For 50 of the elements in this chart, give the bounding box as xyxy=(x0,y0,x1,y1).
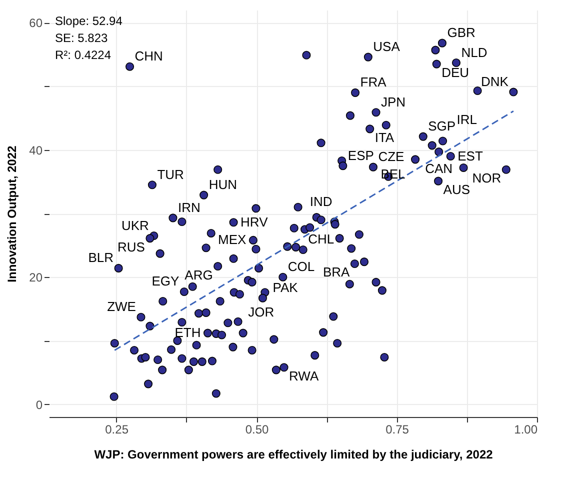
annotation: HRV xyxy=(240,214,268,230)
annotation: AUS xyxy=(443,182,470,198)
annotation: RWA xyxy=(289,368,319,384)
annotation: RUS xyxy=(118,239,146,254)
annotation: BLR xyxy=(88,250,114,266)
annotation: ETH xyxy=(174,325,201,340)
annotation: UKR xyxy=(121,218,149,233)
annotation: CZE xyxy=(378,149,405,164)
annotation: JOR xyxy=(248,304,274,320)
y-tick-label: 20 xyxy=(29,270,43,285)
annotation: IND xyxy=(310,194,332,209)
annotation: ESP xyxy=(348,148,374,163)
annotation: GBR xyxy=(447,25,476,40)
annotation: ITA xyxy=(374,130,394,145)
x-tick-label: 0.75 xyxy=(386,422,410,436)
annotation: CHL xyxy=(308,232,334,247)
x-tick-label: 0.50 xyxy=(245,422,270,436)
annotation: EST xyxy=(458,148,483,164)
annotation: COL xyxy=(288,259,315,274)
annotation: CHN xyxy=(134,48,163,64)
annotation: BEL xyxy=(380,166,406,182)
annotation: USA xyxy=(373,39,400,54)
annotation: BRA xyxy=(322,264,350,280)
annotation: PAK xyxy=(272,280,298,296)
annotation: NOR xyxy=(472,170,502,186)
annotation: ARG xyxy=(184,267,213,282)
annotation: DEU xyxy=(442,65,470,80)
annotation: SGP xyxy=(428,118,456,134)
annotation: JPN xyxy=(381,94,406,110)
annotation: ZWE xyxy=(107,299,136,314)
annotation: NLD xyxy=(461,44,488,60)
y-tick-label: 60 xyxy=(29,16,43,30)
annotation: FRA xyxy=(360,74,387,90)
y-axis-title: Innovation Output, 2022 xyxy=(5,145,20,282)
y-tick-label: 0 xyxy=(36,398,43,412)
annotation: R²: 0.4224 xyxy=(55,48,112,62)
annotation: IRN xyxy=(178,200,200,215)
annotation: SE: 5.823 xyxy=(55,31,108,45)
x-tick-label: 1.00 xyxy=(514,422,538,436)
annotation: HUN xyxy=(208,177,237,192)
annotation: IRL xyxy=(456,112,477,128)
x-tick-label: 0.25 xyxy=(105,422,129,436)
annotation: TUR xyxy=(157,166,184,182)
annotation: DNK xyxy=(480,74,509,90)
x-axis-title: WJP: Government powers are effectively limited by the judiciary, 2022 xyxy=(94,448,494,462)
annotation: EGY xyxy=(152,274,180,289)
annotation: CAN xyxy=(425,160,453,176)
annotation: Slope: 52.94 xyxy=(55,14,123,28)
annotation: MEX xyxy=(218,232,247,248)
y-tick-label: 40 xyxy=(29,143,43,158)
